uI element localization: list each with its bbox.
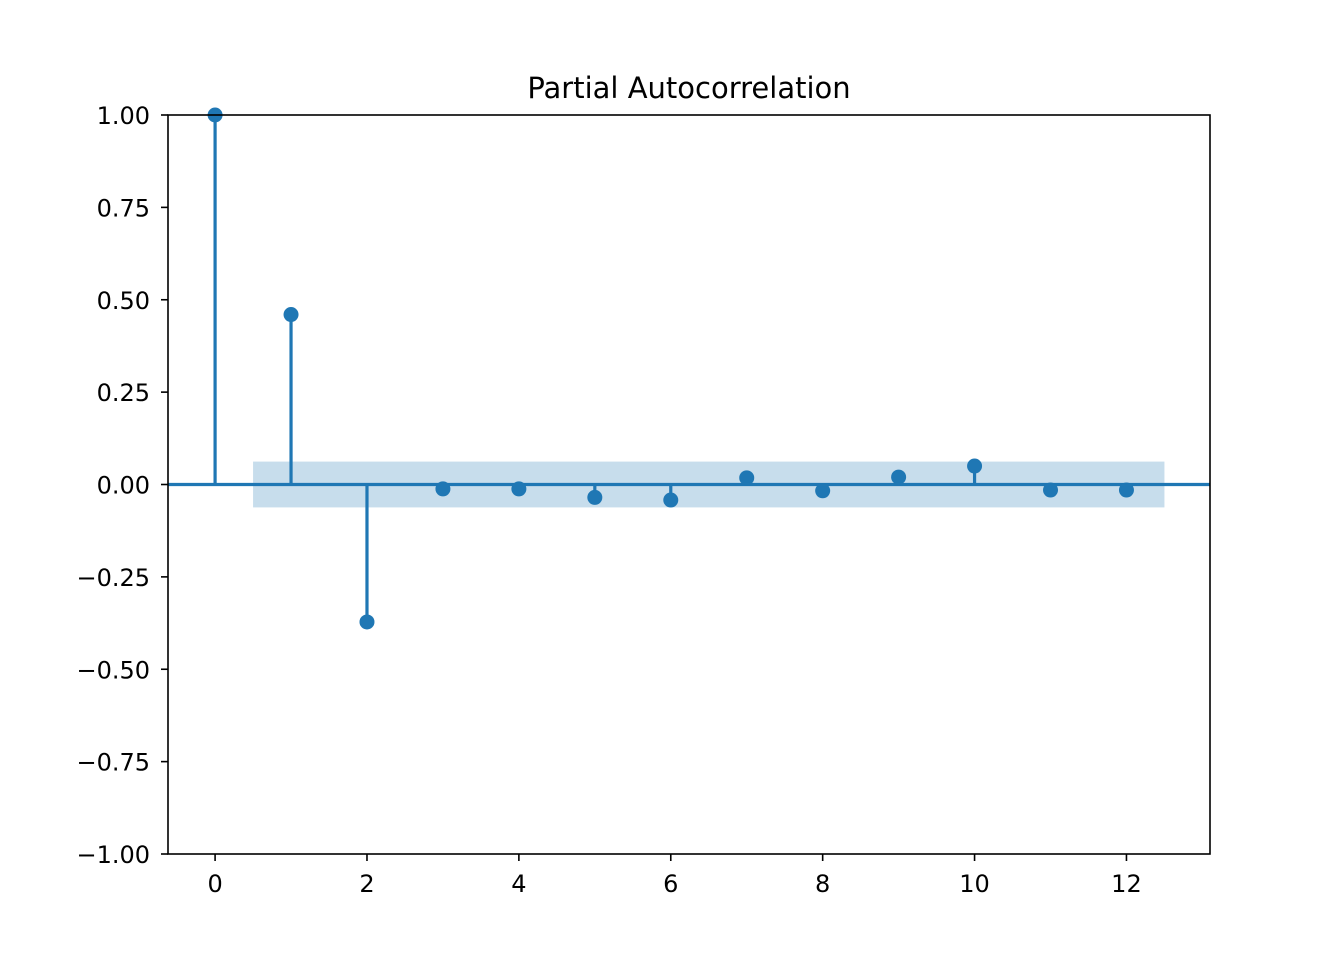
marker-lag-11 [1043, 482, 1059, 498]
x-tick-label: 2 [359, 870, 374, 898]
x-tick-label: 6 [663, 870, 678, 898]
x-tick-label: 8 [815, 870, 830, 898]
marker-lag-12 [1118, 482, 1134, 498]
marker-lag-6 [663, 492, 679, 508]
marker-layer [207, 107, 1134, 630]
y-tick-label: 1.00 [97, 102, 150, 130]
marker-lag-10 [967, 458, 983, 474]
y-tick-label: 0.25 [97, 379, 150, 407]
y-tick-label: 0.00 [97, 472, 150, 500]
y-tick-label: −1.00 [76, 841, 150, 869]
y-tick-label: 0.50 [97, 287, 150, 315]
x-axis-ticks: 0 2 4 6 8 10 12 [207, 854, 1142, 898]
marker-lag-9 [891, 469, 907, 485]
chart-title: Partial Autocorrelation [527, 71, 850, 105]
x-tick-label: 0 [207, 870, 222, 898]
marker-lag-2 [359, 614, 375, 630]
marker-lag-4 [511, 481, 527, 497]
marker-lag-3 [435, 481, 451, 497]
x-tick-label: 4 [511, 870, 526, 898]
x-tick-label: 10 [959, 870, 990, 898]
y-axis-ticks: 1.00 0.75 0.50 0.25 0.00 −0.25 −0.50 −0.75 −1.00 [76, 102, 168, 869]
y-tick-label: 0.75 [97, 194, 150, 222]
y-tick-label: −0.25 [76, 564, 150, 592]
marker-lag-8 [815, 483, 831, 499]
x-tick-label: 12 [1111, 870, 1142, 898]
marker-lag-5 [587, 489, 603, 505]
stem-layer [213, 115, 1129, 622]
marker-lag-1 [283, 307, 299, 323]
y-tick-label: −0.75 [76, 749, 150, 777]
marker-lag-7 [739, 470, 755, 486]
y-tick-label: −0.50 [76, 656, 150, 684]
